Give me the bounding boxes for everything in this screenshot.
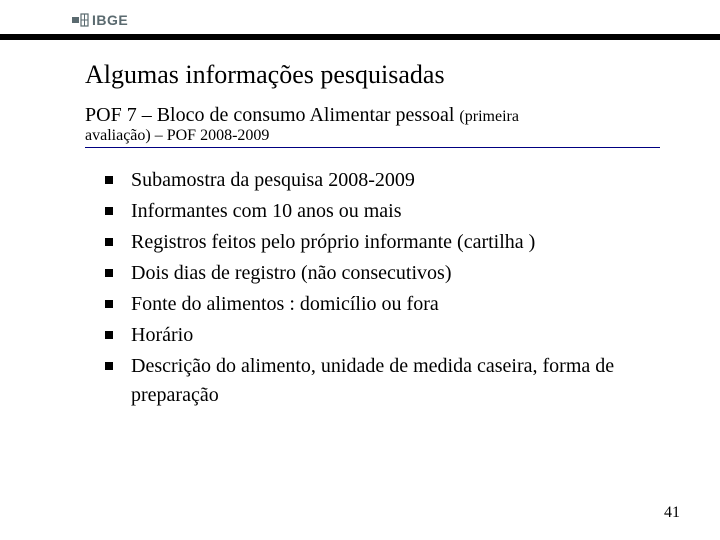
slide-header: IBGE (0, 0, 720, 38)
page-title: Algumas informações pesquisadas (85, 60, 660, 90)
list-item: Horário (105, 321, 660, 350)
logo-mark-icon (72, 13, 90, 27)
list-item: Registros feitos pelo próprio informante… (105, 228, 660, 257)
subtitle-paren: (primeira (459, 108, 519, 125)
list-item: Dois dias de registro (não consecutivos) (105, 259, 660, 288)
subtitle-line2: avaliação) – POF 2008-2009 (85, 127, 660, 145)
slide-content: Algumas informações pesquisadas POF 7 – … (0, 38, 720, 410)
list-item: Descrição do alimento, unidade de medida… (105, 352, 660, 410)
list-item: Subamostra da pesquisa 2008-2009 (105, 166, 660, 195)
header-rule (0, 34, 720, 40)
bullet-list: Subamostra da pesquisa 2008-2009 Informa… (85, 166, 660, 410)
list-item: Fonte do alimentos : domicílio ou fora (105, 290, 660, 319)
subtitle-main: POF 7 – Bloco de consumo Alimentar pesso… (85, 104, 459, 126)
list-item: Informantes com 10 anos ou mais (105, 197, 660, 226)
logo-text: IBGE (92, 12, 128, 28)
page-number: 41 (664, 504, 680, 522)
subtitle: POF 7 – Bloco de consumo Alimentar pesso… (85, 104, 660, 148)
ibge-logo: IBGE (72, 12, 128, 28)
